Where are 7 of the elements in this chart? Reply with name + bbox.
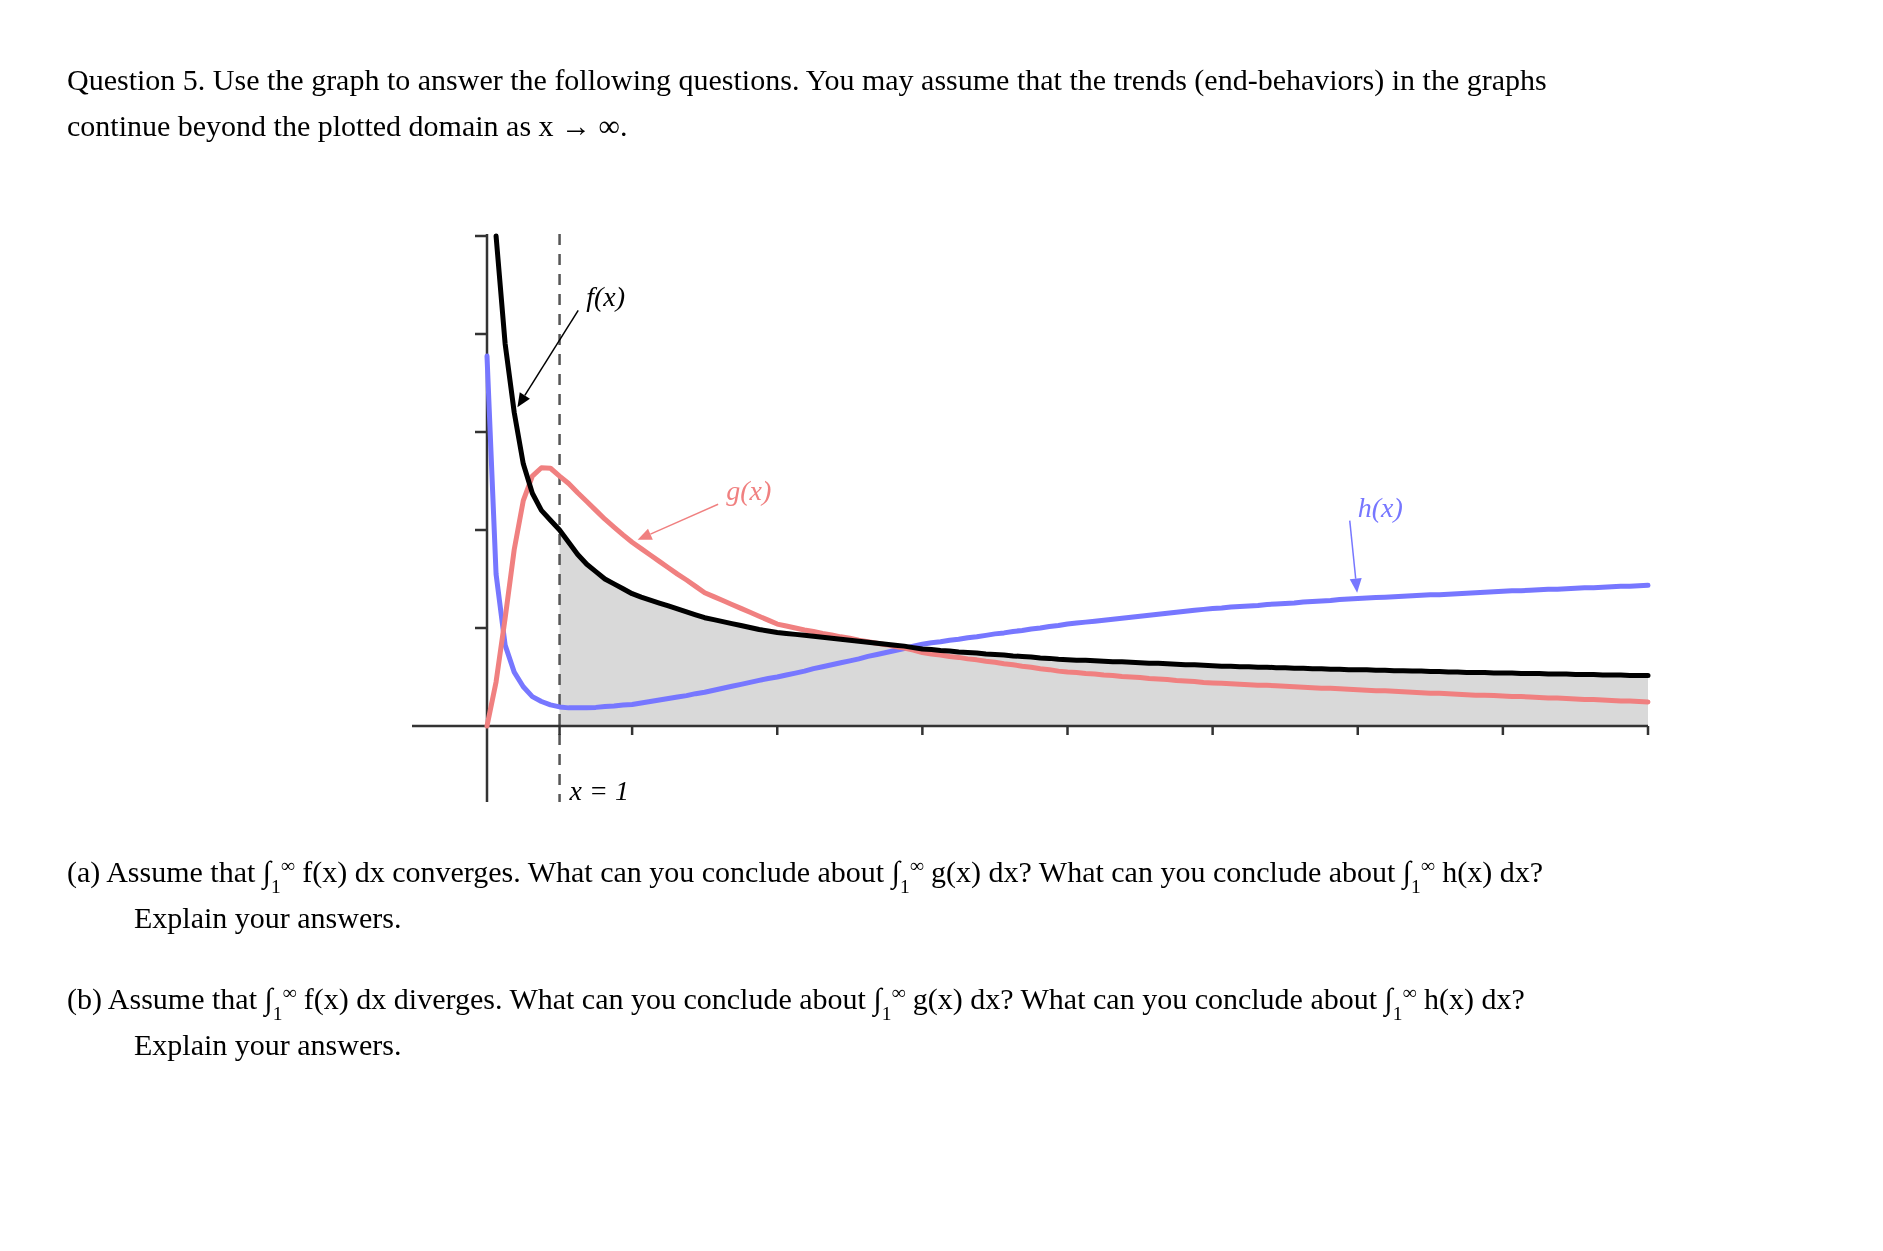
text: f(x) bbox=[586, 281, 626, 313]
text: (b) Assume that ∫$_{1}$$^{∞}$ f(x) dx diverges. What can you conclude about ∫$_{1}$$^{∞}$ g(x) dx? What can you conclude about ∫$_{1}$$^{∞}$ h(x) dx? Explain your answers. bbox=[67, 981, 1525, 1061]
chart-title: Question 5. Use the graph to answer the following questions. You may assume that the trends (end-behaviors) in the graphs continue beyond the plotted domain as x → ∞. bbox=[67, 63, 1547, 142]
text: (a) Assume that ∫$_{1}$$^{∞}$ f(x) dx converges. What can you conclude about ∫$_{1}$$^{∞}$ g(x) dx? What can you conclude about ∫$_{1}$$^{∞}$ h(x) dx? Explain your answers. bbox=[67, 854, 1544, 934]
text: h(x) bbox=[1357, 491, 1403, 523]
text: x = 1 bbox=[568, 775, 629, 806]
text: g(x) bbox=[726, 475, 772, 507]
